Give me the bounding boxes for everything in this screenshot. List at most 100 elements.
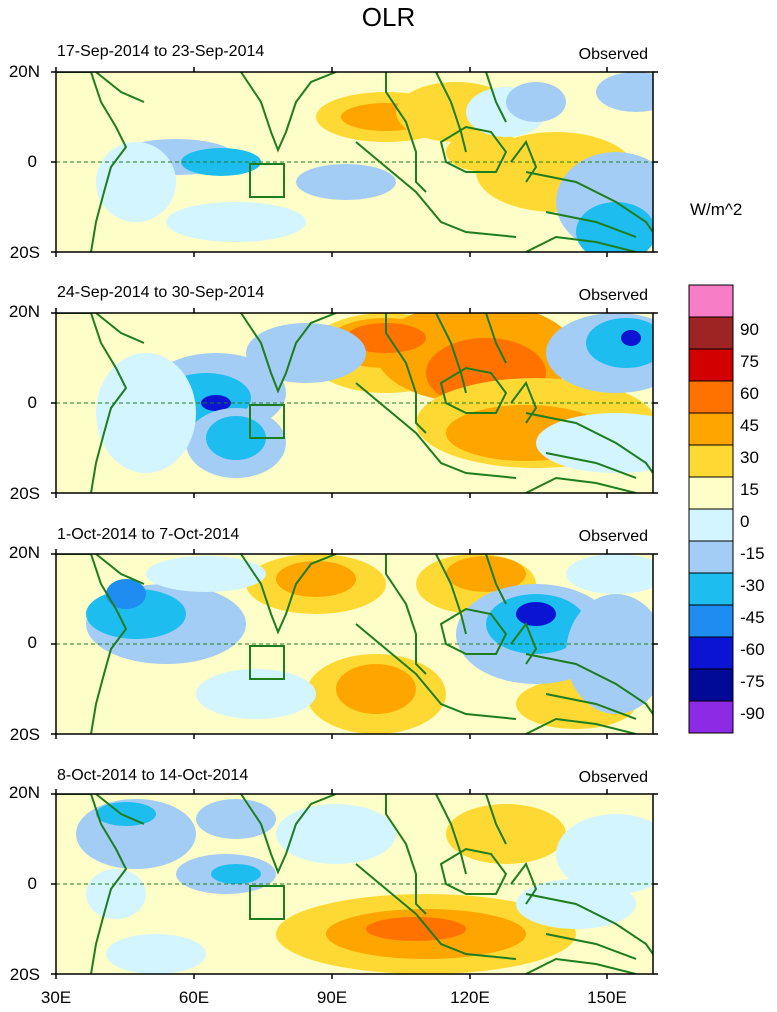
anomaly-contour-10 — [576, 202, 653, 252]
map-panel-2 — [51, 308, 658, 498]
coastline-10 — [525, 171, 653, 233]
coastline-12 — [525, 476, 637, 493]
anomaly-contour-8 — [296, 164, 396, 200]
coastline-8 — [485, 313, 507, 364]
colorbar-label-m45: -45 — [740, 608, 765, 627]
anomaly-contour-14 — [106, 934, 206, 974]
anomaly-contour-13 — [86, 869, 146, 919]
colorbar-units-label: W/m^2 — [690, 200, 743, 219]
panel-4-date: 8-Oct-2014 to 14-Oct-2014 — [57, 767, 249, 784]
coastline-3 — [240, 313, 337, 394]
colorbar-swatch-6 — [688, 444, 734, 478]
xtick-150e: 150E — [587, 988, 627, 1007]
colorbar-swatch-7 — [688, 476, 734, 510]
colorbar-label-m90: -90 — [740, 704, 765, 723]
panel-4-ytick-0: 0 — [27, 874, 37, 893]
panel-2-ytick-20s: 20S — [9, 484, 40, 503]
colorbar-swatch-12 — [688, 636, 734, 670]
coastline-8 — [485, 72, 507, 123]
colorbar-label-30: 30 — [740, 448, 759, 467]
colorbar-swatch-2 — [688, 316, 734, 350]
coastline-8 — [485, 794, 507, 845]
coastline-9 — [510, 621, 538, 665]
coastline-8 — [485, 554, 507, 605]
coastline-2 — [95, 554, 145, 585]
coastline-4 — [385, 313, 427, 434]
colorbar-label-15: 15 — [740, 480, 759, 499]
coastline-5 — [435, 313, 467, 394]
colorbar-label-m15: -15 — [740, 544, 765, 563]
anomaly-contour-17 — [566, 554, 653, 594]
colorbar-swatch-14 — [688, 700, 734, 734]
coastline-5 — [435, 794, 467, 875]
colorbar-swatch-10 — [688, 572, 734, 606]
colorbar-swatch-11 — [688, 604, 734, 638]
colorbar-label-90: 90 — [740, 320, 759, 339]
panel-3-observed-label: Observed — [578, 528, 648, 545]
coastline-12 — [525, 717, 637, 734]
coastline-1 — [56, 72, 128, 252]
anomaly-contour-14 — [506, 82, 566, 122]
panel-4-ytick-20s: 20S — [9, 965, 40, 984]
coastline-6 — [355, 141, 517, 238]
xtick-60e: 60E — [178, 988, 210, 1007]
panel-1-date: 17-Sep-2014 to 23-Sep-2014 — [57, 43, 265, 60]
anomaly-contour-6 — [276, 804, 396, 864]
coastline-12 — [525, 235, 637, 252]
panel-4-ytick-20n: 20N — [8, 783, 40, 802]
coastline-11 — [545, 211, 637, 238]
panel-1-ytick-20s: 20S — [9, 243, 40, 262]
coastline-6 — [355, 382, 517, 479]
colorbar-swatch-8 — [688, 508, 734, 542]
colorbar-label-m75: -75 — [740, 672, 765, 691]
coastline-2 — [95, 794, 145, 825]
coastline-9 — [510, 380, 538, 424]
colorbar-swatch-5 — [688, 412, 734, 446]
coastline-2 — [95, 72, 145, 103]
colorbar-label-45: 45 — [740, 416, 759, 435]
panel-3-ytick-20s: 20S — [9, 725, 40, 744]
coastline-4 — [385, 72, 427, 193]
anomaly-contour-16 — [246, 323, 366, 383]
colorbar-swatch-4 — [688, 380, 734, 414]
anomaly-contour-14 — [586, 318, 653, 368]
region-box — [249, 163, 285, 198]
coastline-1 — [56, 313, 128, 493]
anomaly-contour-6 — [336, 664, 416, 714]
panel-3-ytick-20n: 20N — [8, 543, 40, 562]
anomaly-contour-5 — [446, 132, 526, 172]
anomaly-contour-10 — [96, 802, 156, 826]
region-box — [249, 645, 285, 680]
coastline-3 — [240, 72, 337, 153]
panel-2-ytick-20n: 20N — [8, 302, 40, 321]
anomaly-contour-12 — [166, 202, 306, 242]
colorbar-label-60: 60 — [740, 384, 759, 403]
panel-3-ytick-0: 0 — [27, 633, 37, 652]
anomaly-contour-15 — [621, 330, 641, 346]
colorbar-label-m60: -60 — [740, 640, 765, 659]
anomaly-contour-18 — [96, 353, 196, 473]
coastline-10 — [525, 412, 653, 474]
coastline-5 — [435, 72, 467, 153]
panel-1-observed-label: Observed — [578, 46, 648, 63]
anomaly-contour-3 — [366, 917, 466, 941]
coastline-4 — [385, 554, 427, 675]
panel-3-date: 1-Oct-2014 to 7-Oct-2014 — [57, 526, 240, 543]
anomaly-contour-12 — [196, 799, 276, 839]
anomaly-contour-11 — [556, 814, 653, 894]
anomaly-contour-15 — [596, 72, 653, 112]
coastline-6 — [355, 623, 517, 720]
coastline-6 — [355, 863, 517, 960]
colorbar-swatch-3 — [688, 348, 734, 382]
region-box — [249, 885, 285, 920]
coastline-11 — [545, 452, 637, 479]
coastline-10 — [525, 653, 653, 715]
anomaly-contour-5 — [211, 864, 261, 884]
anomaly-contour-13 — [516, 602, 556, 626]
map-panel-4 — [51, 789, 658, 979]
colorbar-swatch-13 — [688, 668, 734, 702]
panel-2-ytick-0: 0 — [27, 393, 37, 412]
coastline-2 — [95, 313, 145, 344]
coastline-12 — [525, 957, 637, 974]
